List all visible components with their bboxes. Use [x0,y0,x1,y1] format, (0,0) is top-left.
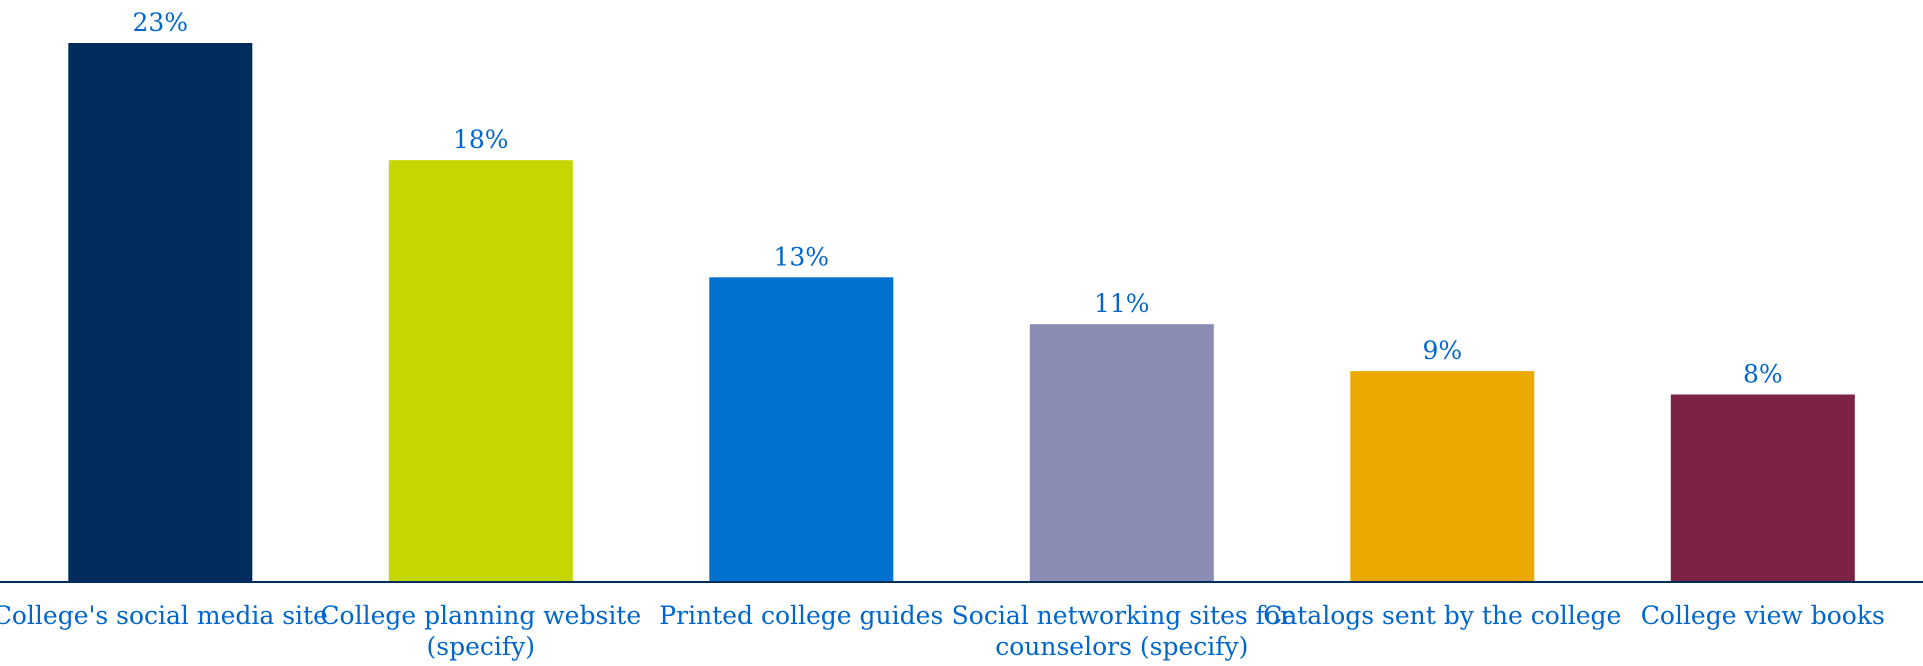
bar-college-view-books [1670,394,1855,582]
x-tick-label-line: College view books [1641,601,1885,630]
x-tick-label-line: (specify) [427,632,536,661]
x-tick-label-line: counselors (specify) [995,632,1248,661]
x-tick-label-line: College's social media site [0,601,328,630]
bar-catalogs-sent-by-the-college [1350,371,1535,582]
x-tick-label-college-planning-website-specify: College planning website (specify) [320,601,641,661]
x-tick-label-printed-college-guides: Printed college guides [659,601,943,630]
bar-college-planning-website-specify [388,160,573,582]
bar-college-s-social-media-site [68,43,253,582]
x-tick-label-college-view-books: College view books [1641,601,1885,630]
x-tick-label-social-networking-sites-for-counselors-specify: Social networking sites for counselors (s… [952,601,1292,661]
value-labels-layer: 23% 18% 13% 11% 9% 8% [133,8,1783,389]
x-tick-label-catalogs-sent-by-the-college: Catalogs sent by the college [1263,601,1621,630]
value-label-college-planning-website-specify: 18% [453,125,509,154]
x-tick-label-line: College planning website [320,601,641,630]
bar-social-networking-sites-for-counselors-specify [1029,324,1214,582]
value-label-college-view-books: 8% [1743,360,1783,389]
x-tick-label-college-s-social-media-site: College's social media site [0,601,328,630]
value-label-printed-college-guides: 13% [774,242,830,271]
value-label-college-s-social-media-site: 23% [133,8,189,37]
x-tick-label-line: Social networking sites for [952,601,1292,630]
bars-layer [68,43,1855,582]
x-tick-label-line: Printed college guides [659,601,943,630]
value-label-catalogs-sent-by-the-college: 9% [1422,336,1462,365]
value-label-social-networking-sites-for-counselors-specify: 11% [1094,289,1150,318]
bar-printed-college-guides [709,277,894,582]
x-tick-label-line: Catalogs sent by the college [1263,601,1621,630]
